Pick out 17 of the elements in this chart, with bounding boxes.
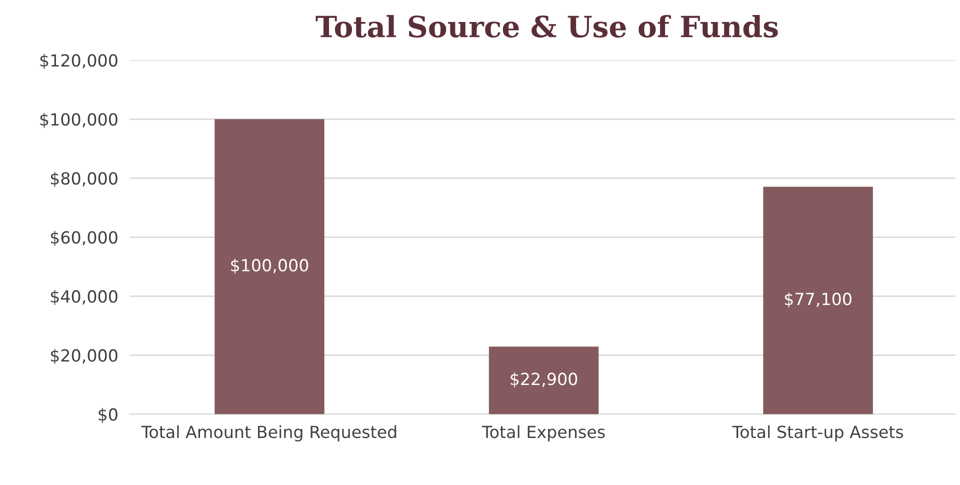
bar (763, 186, 873, 414)
y-tick-label: $120,000 (40, 54, 118, 69)
bar (214, 119, 324, 414)
data-label: $77,100 (784, 292, 852, 308)
data-label: $22,900 (510, 372, 578, 388)
bar (488, 346, 599, 414)
y-tick-label: $60,000 (50, 230, 118, 246)
x-tick-label: Total Amount Being Requested (141, 425, 396, 442)
y-tick-label: $40,000 (50, 290, 118, 305)
y-tick-label: $80,000 (50, 172, 118, 187)
y-tick-label: $0 (98, 408, 118, 423)
x-tick-label: Total Expenses (482, 425, 605, 442)
chart-title: Total Source & Use of Funds (316, 14, 778, 38)
y-tick-label: $20,000 (50, 348, 118, 364)
x-tick-label: Total Start-up Assets (732, 425, 904, 442)
y-tick-label: $100,000 (40, 112, 118, 128)
data-label: $100,000 (231, 258, 308, 274)
